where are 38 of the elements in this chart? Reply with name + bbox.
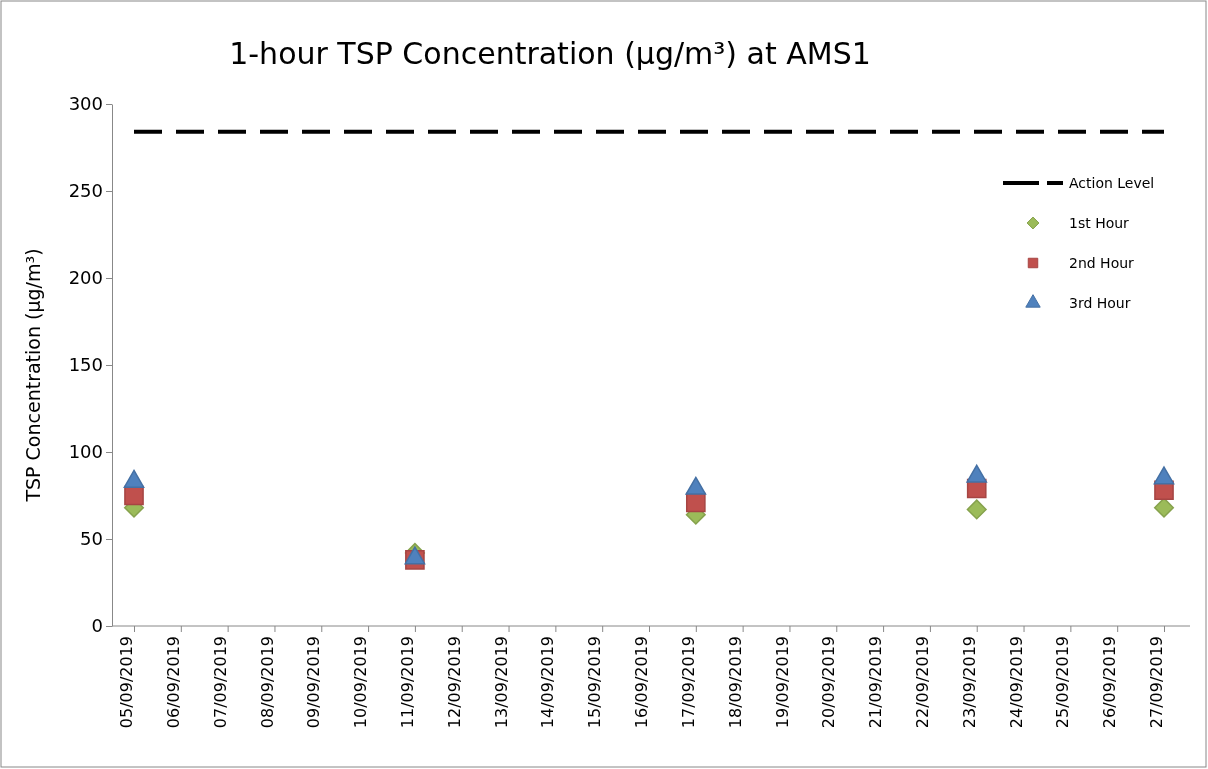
x-tick-label: 05/09/2019 <box>117 636 137 729</box>
x-tick-label: 06/09/2019 <box>163 636 183 729</box>
x-tick-label: 22/09/2019 <box>913 636 933 729</box>
x-tick-label: 09/09/2019 <box>304 636 324 729</box>
x-tick-label: 07/09/2019 <box>210 636 230 729</box>
y-tick-label: 100 <box>68 441 103 463</box>
x-tick-label: 14/09/2019 <box>538 636 558 729</box>
x-tick-label: 16/09/2019 <box>632 636 652 729</box>
x-tick-label: 15/09/2019 <box>585 636 605 729</box>
x-tick-label: 26/09/2019 <box>1100 636 1120 729</box>
y-tick-label: 300 <box>68 93 103 115</box>
x-tick-label: 19/09/2019 <box>772 636 792 729</box>
x-tick-label: 21/09/2019 <box>866 636 886 729</box>
x-tick-label: 10/09/2019 <box>351 636 371 729</box>
x-tick-label: 27/09/2019 <box>1147 636 1167 729</box>
point <box>966 499 987 520</box>
x-tick-label: 13/09/2019 <box>491 636 511 729</box>
x-tick-label: 23/09/2019 <box>959 636 979 729</box>
x-tick-label: 25/09/2019 <box>1053 636 1073 729</box>
y-tick-label: 200 <box>68 267 103 289</box>
legend-label: 1st Hour <box>1069 214 1130 231</box>
x-tick-label: 20/09/2019 <box>819 636 839 729</box>
legend-label: 2nd Hour <box>1069 254 1135 271</box>
chart-title: 1-hour TSP Concentration (µg/m³) at AMS1 <box>229 36 871 71</box>
x-tick-label: 18/09/2019 <box>725 636 745 729</box>
y-tick-label: 0 <box>91 615 103 637</box>
legend-label: Action Level <box>1069 174 1155 191</box>
x-tick-label: 08/09/2019 <box>257 636 277 729</box>
point <box>1153 497 1175 518</box>
y-tick-label: 50 <box>80 528 103 550</box>
legend-label: 3rd Hour <box>1069 294 1131 311</box>
x-tick-label: 11/09/2019 <box>398 636 418 729</box>
x-tick-label: 17/09/2019 <box>678 636 698 729</box>
y-tick-label: 150 <box>68 354 103 376</box>
x-tick-label: 12/09/2019 <box>444 636 464 729</box>
y-tick-label: 250 <box>68 180 103 202</box>
x-tick-label: 24/09/2019 <box>1006 636 1026 729</box>
y-axis-title: TSP Concentration (µg/m³) <box>22 248 44 503</box>
